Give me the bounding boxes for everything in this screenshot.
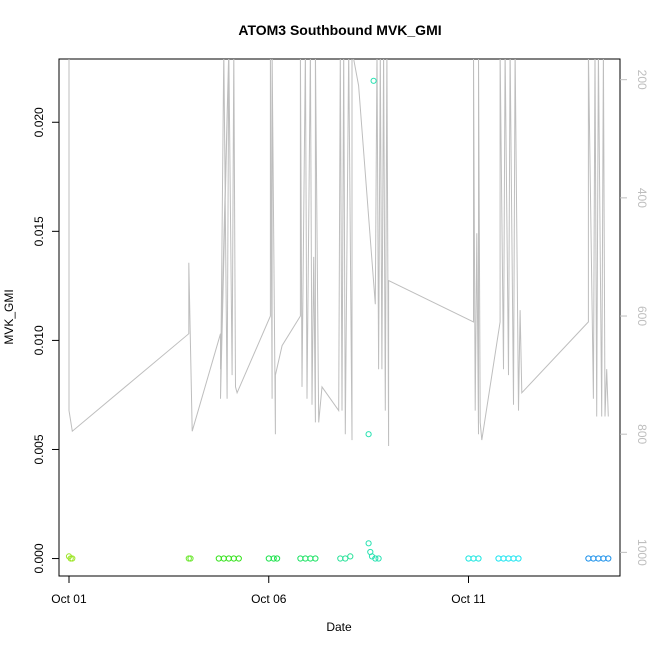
- x-axis-label: Date: [326, 620, 352, 634]
- data-point: [605, 555, 612, 562]
- y2-tick-label: 800: [635, 424, 649, 444]
- data-point: [187, 555, 194, 562]
- y-tick-label: 0.020: [32, 107, 46, 137]
- y-tick-label: 0.010: [32, 325, 46, 355]
- x-tick-label: Oct 06: [251, 592, 287, 606]
- chart-title: ATOM3 Southbound MVK_GMI: [238, 22, 441, 38]
- data-point: [372, 555, 379, 562]
- data-point: [297, 555, 304, 562]
- data-point: [307, 555, 314, 562]
- y-tick-label: 0.005: [32, 434, 46, 464]
- x-tick-label: Oct 01: [51, 592, 87, 606]
- data-point: [302, 555, 309, 562]
- y-axis-right: 200 400 600 800 1000: [620, 70, 649, 566]
- depth-line-series: [68, 59, 609, 447]
- data-point: [337, 555, 344, 562]
- data-point: [69, 555, 76, 562]
- data-point: [220, 555, 227, 562]
- y-axis-label: MVK_GMI: [2, 289, 16, 344]
- y-tick-label: 0.015: [32, 216, 46, 246]
- mvk-gmi-point-series: [65, 77, 612, 562]
- data-point: [347, 553, 354, 560]
- data-point: [510, 555, 517, 562]
- data-point: [370, 77, 377, 84]
- y2-tick-label: 200: [635, 70, 649, 90]
- data-point: [215, 555, 222, 562]
- x-axis: Oct 01 Oct 06 Oct 11: [51, 575, 486, 606]
- data-point: [590, 555, 597, 562]
- y-axis-left: 0.000 0.005 0.010 0.015 0.020: [32, 107, 59, 574]
- y2-tick-label: 1000: [635, 539, 649, 566]
- data-point: [595, 555, 602, 562]
- x-tick-label: Oct 11: [451, 592, 486, 606]
- data-point: [515, 555, 522, 562]
- data-point: [495, 555, 502, 562]
- data-point: [365, 540, 372, 547]
- data-point: [585, 555, 592, 562]
- data-point: [365, 431, 372, 438]
- depth-line: [68, 59, 609, 447]
- y2-tick-label: 400: [635, 188, 649, 208]
- data-point: [500, 555, 507, 562]
- data-point: [185, 555, 192, 562]
- data-point: [270, 555, 277, 562]
- data-point: [342, 555, 349, 562]
- y2-tick-label: 600: [635, 306, 649, 326]
- data-point: [375, 555, 382, 562]
- data-point: [274, 555, 281, 562]
- data-point: [312, 555, 319, 562]
- data-point: [470, 555, 477, 562]
- data-point: [235, 555, 242, 562]
- data-point: [475, 555, 482, 562]
- data-point: [465, 555, 472, 562]
- data-point: [505, 555, 512, 562]
- y-tick-label: 0.000: [32, 543, 46, 573]
- data-point: [225, 555, 232, 562]
- data-point: [230, 555, 237, 562]
